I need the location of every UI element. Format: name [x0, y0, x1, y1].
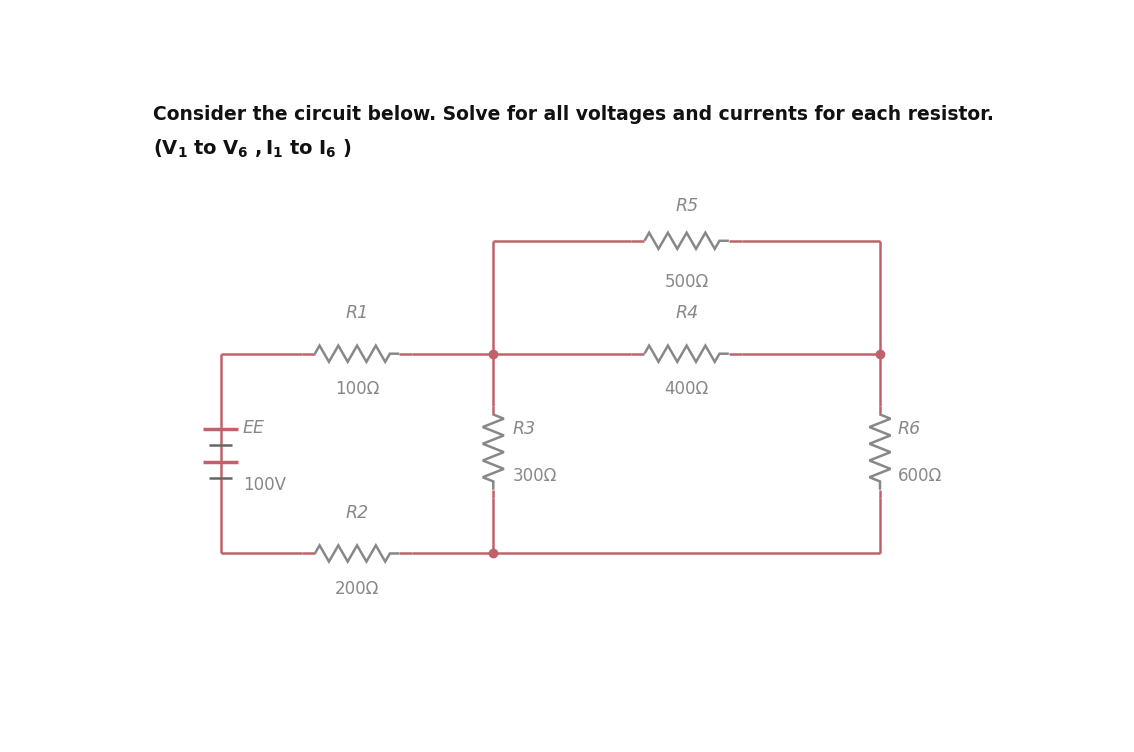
Text: R3: R3 — [513, 420, 535, 438]
Text: 100V: 100V — [243, 477, 286, 494]
Text: 200Ω: 200Ω — [335, 580, 379, 598]
Text: 600Ω: 600Ω — [898, 466, 942, 484]
Text: R1: R1 — [346, 304, 369, 322]
Text: R5: R5 — [675, 197, 699, 215]
Text: 400Ω: 400Ω — [665, 380, 709, 398]
Text: Consider the circuit below. Solve for all voltages and currents for each resisto: Consider the circuit below. Solve for al… — [153, 105, 995, 124]
Text: R6: R6 — [898, 420, 921, 438]
Text: 500Ω: 500Ω — [665, 273, 709, 290]
Text: 100Ω: 100Ω — [335, 380, 379, 398]
Text: R2: R2 — [346, 504, 369, 522]
Text: EE: EE — [243, 419, 265, 436]
Text: 300Ω: 300Ω — [513, 466, 557, 484]
Text: R4: R4 — [675, 304, 699, 322]
Text: $\mathbf{(V_1\ to\ V_6\ ,I_1\ to\ I_6\ )}$: $\mathbf{(V_1\ to\ V_6\ ,I_1\ to\ I_6\ )… — [153, 138, 352, 160]
